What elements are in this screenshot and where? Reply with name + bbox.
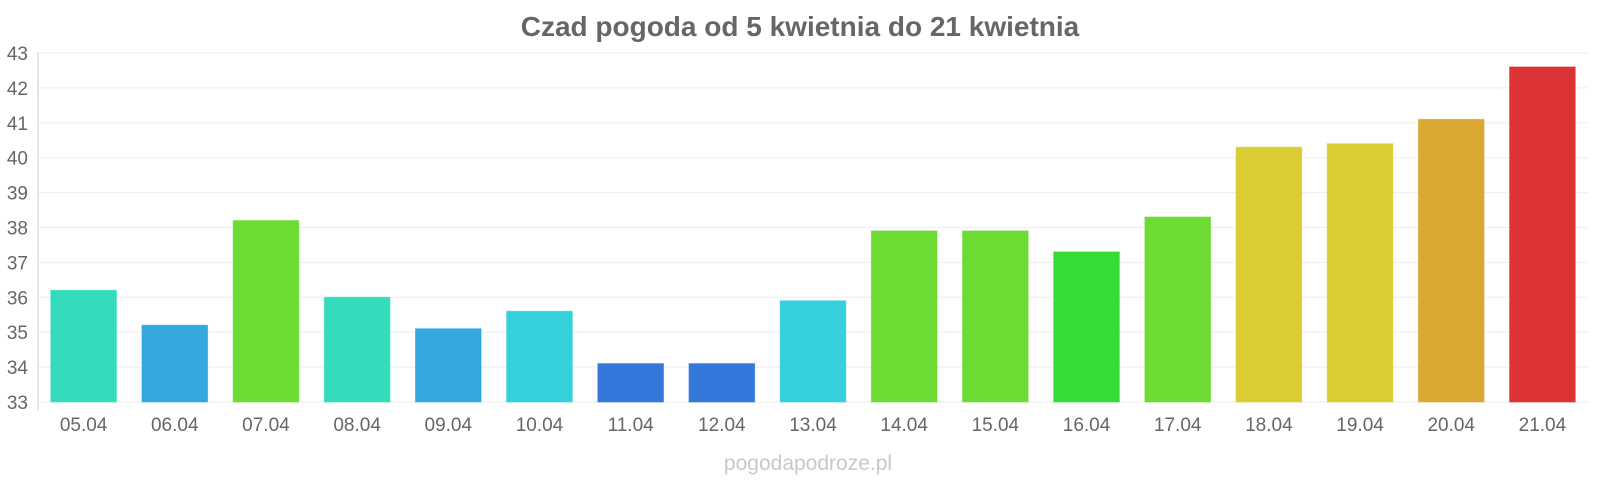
bars	[50, 66, 1576, 403]
bar	[870, 230, 938, 403]
x-tick-label: 11.04	[608, 415, 655, 436]
x-tick-label: 21.04	[1519, 415, 1567, 436]
bar	[323, 296, 391, 403]
x-tick-label: 06.04	[151, 415, 199, 436]
x-tick-label: 16.04	[1063, 415, 1111, 436]
y-tick-label: 34	[7, 358, 29, 379]
y-tick-label: 41	[7, 114, 28, 135]
y-tick-label: 38	[7, 219, 28, 240]
x-tick-label: 07.04	[242, 415, 290, 436]
bar	[50, 289, 117, 403]
x-tick-label: 15.04	[972, 415, 1020, 436]
y-tick-label: 33	[7, 393, 28, 414]
bar	[1417, 118, 1485, 403]
y-tick-label: 35	[7, 323, 28, 344]
x-tick-label: 18.04	[1245, 415, 1293, 436]
x-axis: 05.04 06.04 07.04 08.04 09.04 10.04 11.04 12.04…	[60, 415, 1567, 436]
bar	[141, 324, 209, 403]
x-tick-label: 05.04	[60, 415, 108, 436]
x-tick-label: 08.04	[333, 415, 381, 436]
bar	[414, 328, 482, 403]
bar	[962, 230, 1029, 403]
y-tick-label: 39	[7, 184, 28, 205]
y-tick-label: 40	[7, 149, 28, 170]
bar	[1326, 143, 1394, 403]
x-tick-label: 14.04	[880, 415, 928, 436]
y-tick-label: 43	[7, 44, 28, 65]
bar	[597, 363, 664, 403]
x-tick-label: 19.04	[1336, 415, 1384, 436]
bar	[1235, 146, 1303, 403]
x-tick-label: 12.04	[698, 415, 746, 436]
x-tick-label: 10.04	[516, 415, 564, 436]
bar	[1144, 216, 1212, 403]
bar	[1509, 66, 1576, 403]
chart-title: Czad pogoda od 5 kwietnia do 21 kwietnia	[521, 11, 1080, 42]
watermark: pogodapodroze.pl	[724, 452, 892, 475]
bar	[1053, 251, 1120, 403]
bar	[506, 310, 573, 403]
bar	[688, 363, 756, 403]
bar	[232, 220, 300, 403]
x-tick-label: 13.04	[789, 415, 837, 436]
y-tick-label: 42	[7, 79, 28, 100]
y-axis: 33 34 35 36 37 38 39 40 41 42 43	[7, 44, 39, 414]
x-tick-label: 09.04	[425, 415, 473, 436]
y-tick-label: 36	[7, 288, 28, 309]
x-tick-label: 20.04	[1427, 415, 1475, 436]
bar	[779, 300, 847, 403]
y-tick-label: 37	[7, 253, 28, 274]
x-tick-label: 17.04	[1154, 415, 1202, 436]
